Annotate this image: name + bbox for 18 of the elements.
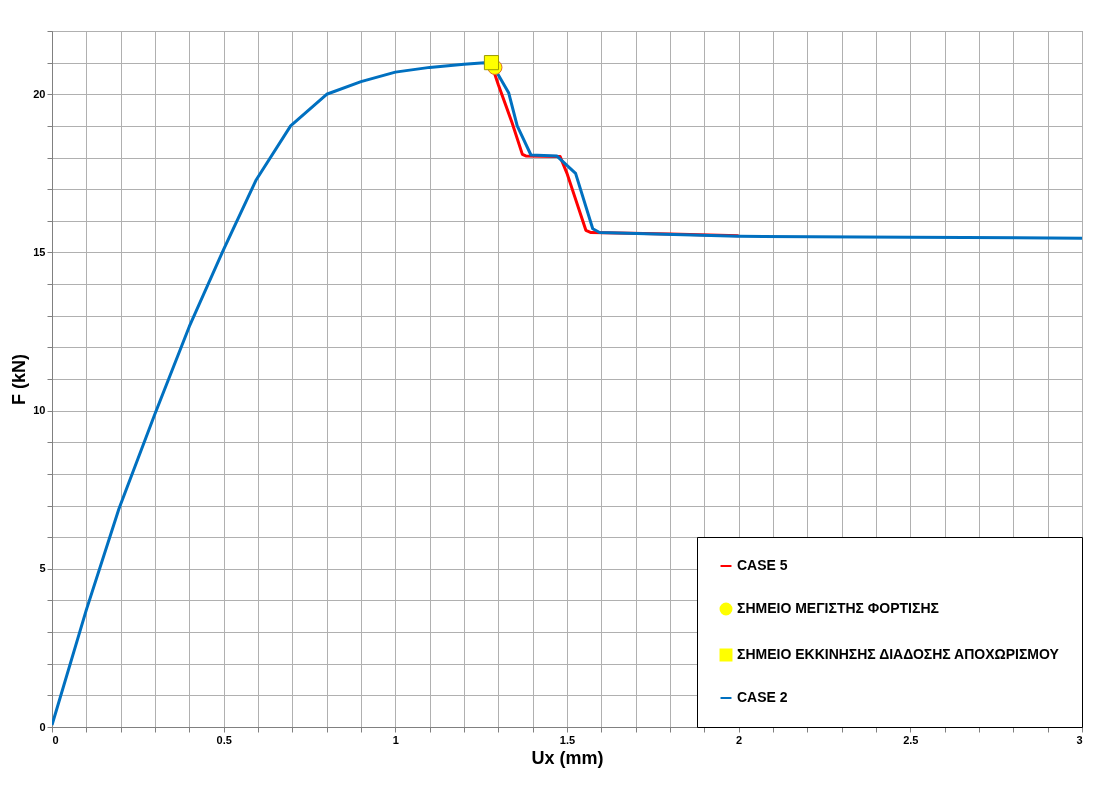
x-tick-label: 1.5 bbox=[559, 733, 576, 746]
legend-label: ΣΗΜΕΙΟ ΕΚΚΙΝΗΣΗΣ ΔΙΑΔΟΣΗΣ ΑΠΟΧΩΡΙΣΜΟΥ bbox=[737, 646, 1060, 662]
y-tick-label: 0 bbox=[39, 720, 46, 733]
x-tick-label: 0 bbox=[52, 733, 59, 746]
legend-label: ΣΗΜΕΙΟ ΜΕΓΙΣΤΗΣ ΦΟΡΤΙΣΗΣ bbox=[737, 600, 939, 616]
y-axis-title: F (kN) bbox=[9, 354, 30, 405]
y-tick-label: 15 bbox=[33, 245, 46, 258]
y-tick-label: 5 bbox=[39, 562, 46, 575]
x-tick-label: 2.5 bbox=[903, 733, 919, 746]
x-tick-label: 1 bbox=[392, 733, 399, 746]
x-tick-label: 3 bbox=[1076, 733, 1083, 746]
x-axis-title: Ux (mm) bbox=[531, 747, 604, 768]
legend-label: CASE 5 bbox=[737, 557, 788, 573]
legend-label: CASE 2 bbox=[737, 689, 788, 705]
x-tick-label: 0.5 bbox=[216, 733, 232, 746]
y-tick-label: 10 bbox=[33, 404, 46, 417]
x-tick-label: 2 bbox=[736, 733, 743, 746]
y-tick-label: 20 bbox=[33, 87, 46, 100]
